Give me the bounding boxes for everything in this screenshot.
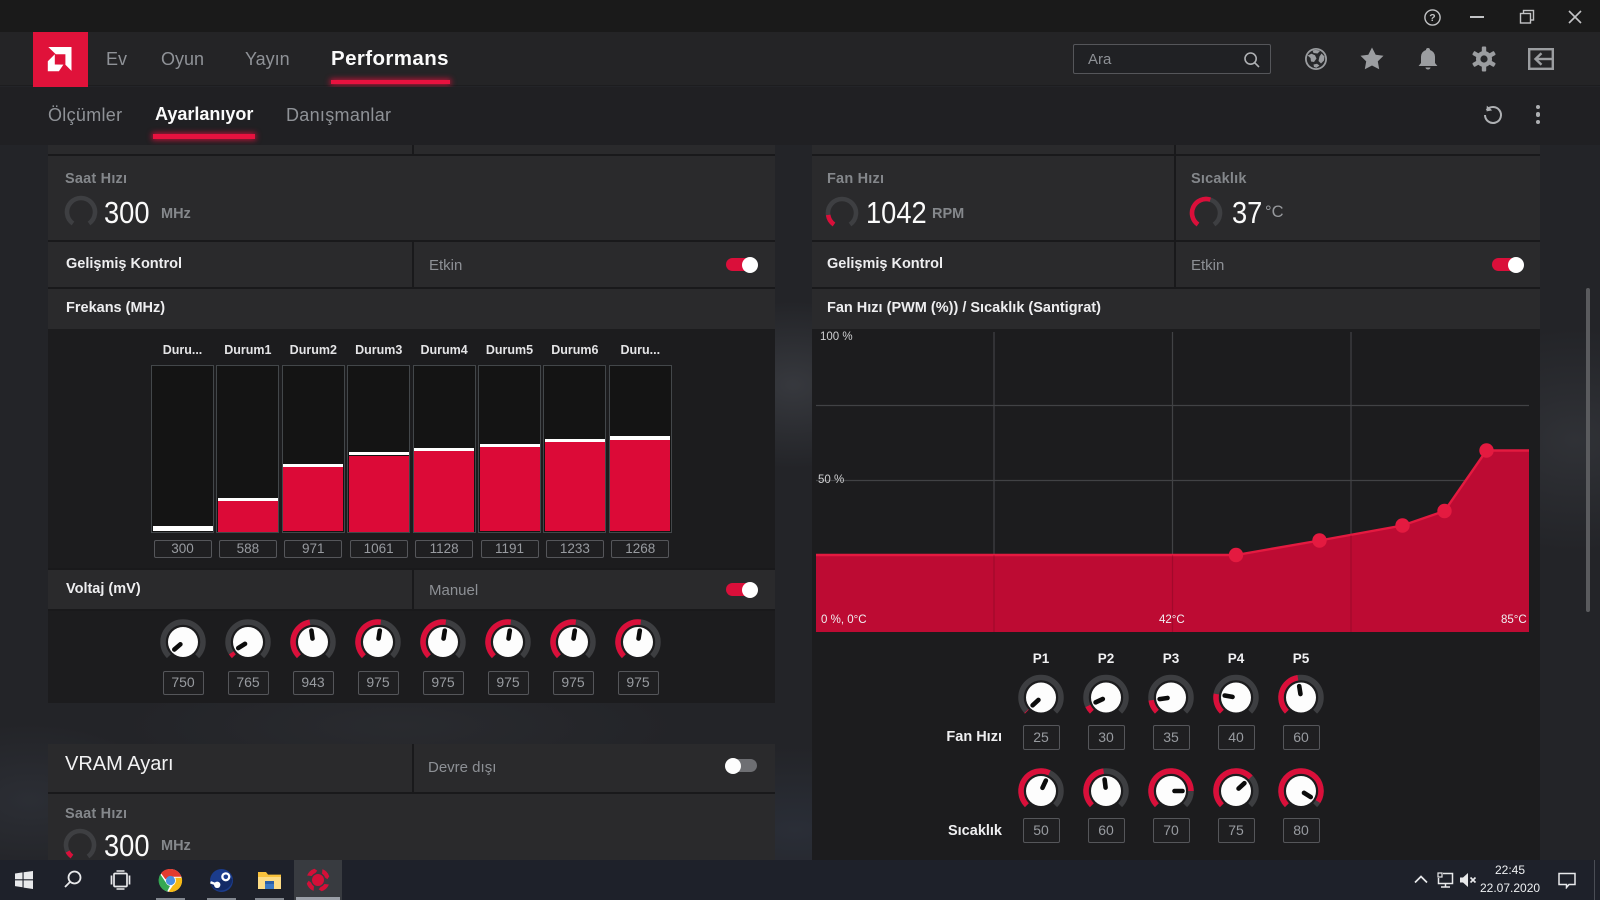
svg-text:?: ? [1429,12,1435,24]
